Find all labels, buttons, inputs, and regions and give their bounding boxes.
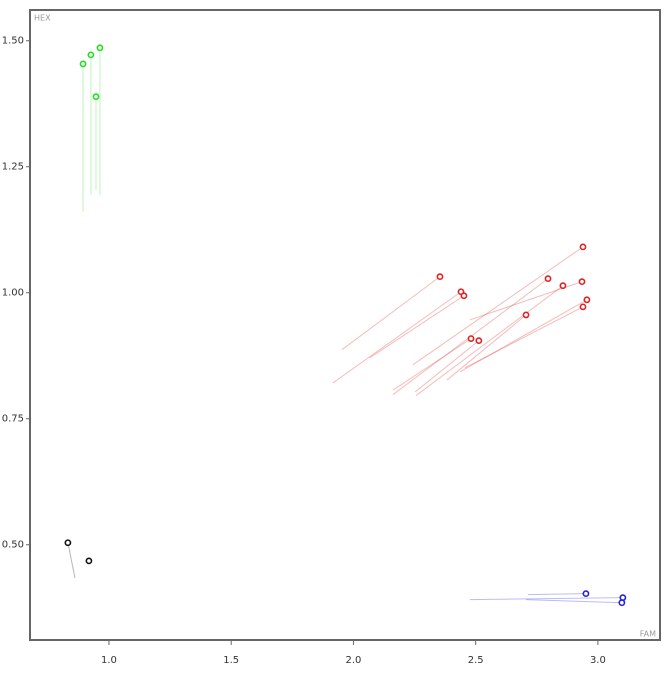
trail bbox=[332, 291, 462, 384]
trail bbox=[414, 340, 480, 393]
point bbox=[475, 337, 483, 345]
point bbox=[578, 278, 586, 286]
trail bbox=[527, 593, 586, 596]
trail bbox=[67, 542, 76, 579]
point bbox=[559, 282, 567, 290]
y-tick-label: 1.00 bbox=[2, 288, 24, 299]
x-tick-label: 2.5 bbox=[468, 655, 484, 666]
trail bbox=[526, 599, 622, 604]
point bbox=[544, 275, 552, 283]
point bbox=[582, 590, 590, 598]
trail bbox=[469, 597, 623, 601]
x-tick-label: 1.0 bbox=[101, 655, 117, 666]
y-tick-label: 0.75 bbox=[2, 414, 24, 425]
y-axis-label: HEX bbox=[34, 14, 51, 23]
trail bbox=[459, 299, 588, 373]
point bbox=[467, 335, 475, 343]
trail bbox=[369, 295, 465, 359]
y-tick-label: 1.50 bbox=[2, 36, 24, 47]
x-tick-label: 2.0 bbox=[345, 655, 361, 666]
trail bbox=[464, 306, 584, 369]
point bbox=[85, 557, 93, 565]
point bbox=[460, 292, 468, 300]
point bbox=[579, 303, 587, 311]
trail bbox=[415, 285, 564, 396]
x-tick-label: 3.0 bbox=[590, 655, 606, 666]
x-tick-label: 1.5 bbox=[223, 655, 239, 666]
plot-frame bbox=[29, 9, 661, 641]
trail bbox=[446, 314, 527, 381]
trail bbox=[412, 246, 584, 366]
y-tick-label: 0.50 bbox=[2, 540, 24, 551]
y-tick-label: 1.25 bbox=[2, 162, 24, 173]
point bbox=[96, 44, 104, 52]
trail bbox=[392, 338, 472, 391]
point bbox=[618, 599, 626, 607]
trail bbox=[341, 276, 441, 351]
point bbox=[583, 296, 591, 304]
point bbox=[436, 273, 444, 281]
point bbox=[522, 311, 530, 319]
x-axis-label: FAM bbox=[640, 630, 656, 639]
point bbox=[87, 51, 95, 59]
point bbox=[92, 93, 100, 101]
point bbox=[579, 243, 587, 251]
point bbox=[64, 539, 72, 547]
point bbox=[79, 60, 87, 68]
